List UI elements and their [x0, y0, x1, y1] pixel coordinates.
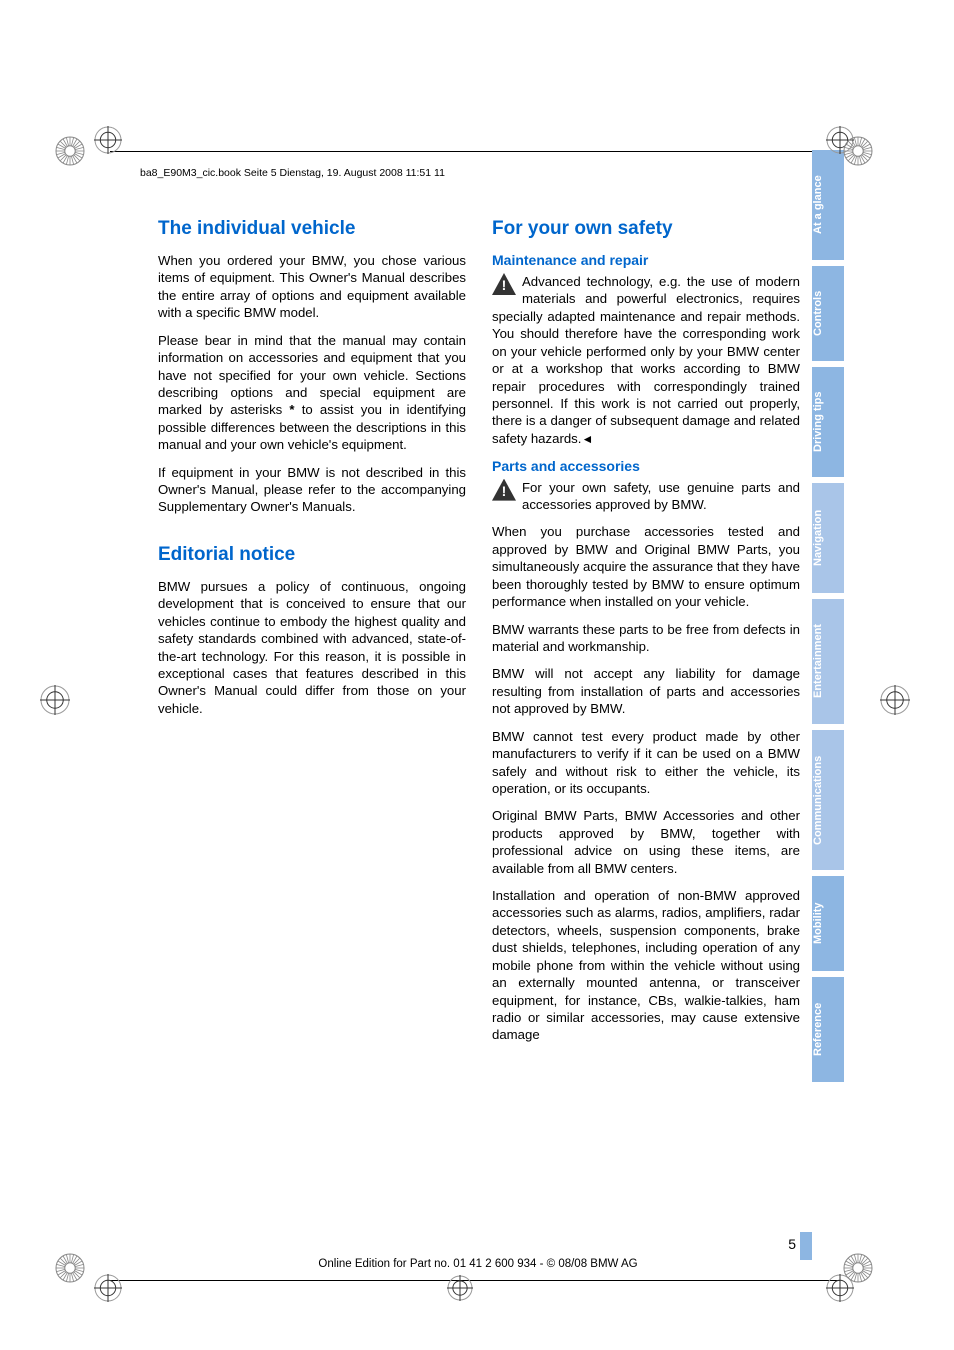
- tab-mobility[interactable]: Mobility: [812, 876, 844, 971]
- tab-at-a-glance[interactable]: At a glance: [812, 150, 844, 260]
- registration-mark-icon: [880, 685, 914, 719]
- right-column: For your own safety Maintenance and repa…: [492, 218, 800, 1054]
- footer-text: Online Edition for Part no. 01 41 2 600 …: [158, 1258, 798, 1270]
- body-text: Installation and operation of non-BMW ap…: [492, 887, 800, 1044]
- body-text: BMW warrants these parts to be free from…: [492, 621, 800, 656]
- page-content: The individual vehicle When you ordered …: [158, 218, 800, 1054]
- warning-icon: [492, 273, 516, 295]
- color-rosette-icon: [843, 136, 877, 170]
- subheading-parts: Parts and accessories: [492, 458, 800, 474]
- subheading-maintenance: Maintenance and repair: [492, 252, 800, 268]
- body-text: Advanced technology, e.g. the use of mod…: [492, 273, 800, 448]
- end-mark-icon: ◄: [581, 432, 593, 448]
- print-header: ba8_E90M3_cic.book Seite 5 Dienstag, 19.…: [140, 167, 445, 179]
- page-number: 5: [766, 1236, 796, 1252]
- body-text: For your own safety, use genuine parts a…: [492, 479, 800, 514]
- body-text: BMW will not accept any liability for da…: [492, 665, 800, 717]
- color-rosette-icon: [55, 1253, 89, 1287]
- registration-mark-icon: [40, 685, 74, 719]
- tab-communications[interactable]: Communications: [812, 730, 844, 870]
- left-column: The individual vehicle When you ordered …: [158, 218, 466, 1054]
- tab-driving-tips[interactable]: Driving tips: [812, 367, 844, 477]
- tab-navigation[interactable]: Navigation: [812, 483, 844, 593]
- body-text: BMW cannot test every product made by ot…: [492, 728, 800, 798]
- body-text: Original BMW Parts, BMW Accessories and …: [492, 807, 800, 877]
- color-rosette-icon: [55, 136, 89, 170]
- page-number-bar: [800, 1232, 812, 1260]
- registration-mark-icon: [94, 1274, 128, 1308]
- color-rosette-icon: [843, 1253, 877, 1287]
- registration-mark-icon: [447, 1275, 481, 1309]
- tab-controls[interactable]: Controls: [812, 266, 844, 361]
- body-text: Please bear in mind that the manual may …: [158, 332, 466, 454]
- section-tabs: At a glance Controls Driving tips Navigatio…: [812, 150, 844, 1082]
- body-text: BMW pursues a policy of continuous, ongo…: [158, 578, 466, 717]
- registration-mark-icon: [94, 126, 128, 160]
- heading-individual-vehicle: The individual vehicle: [158, 218, 466, 240]
- heading-editorial-notice: Editorial notice: [158, 544, 466, 566]
- warning-icon: [492, 479, 516, 501]
- body-text: When you ordered your BMW, you chose var…: [158, 252, 466, 322]
- body-text: When you purchase accessories tested and…: [492, 523, 800, 610]
- tab-entertainment[interactable]: Entertainment: [812, 599, 844, 724]
- tab-reference[interactable]: Reference: [812, 977, 844, 1082]
- crop-line-top: [110, 151, 840, 152]
- heading-safety: For your own safety: [492, 218, 800, 240]
- body-text: If equipment in your BMW is not describe…: [158, 464, 466, 516]
